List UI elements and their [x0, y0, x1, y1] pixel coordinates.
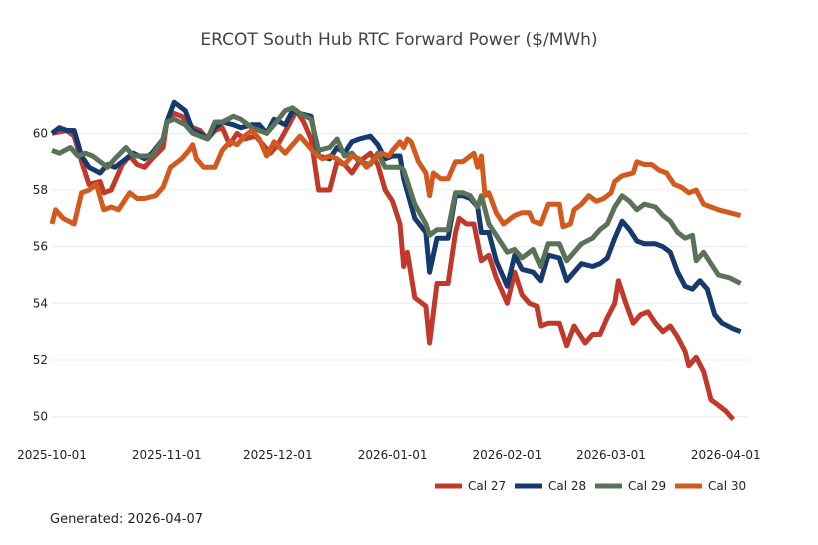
chart-title: ERCOT South Hub RTC Forward Power ($/MWh…	[200, 30, 597, 50]
series-line-cal-27	[51, 108, 736, 422]
x-tick-label: 2025-10-01	[17, 448, 87, 462]
y-axis-ticks: 50 52 54 56 58 60	[33, 126, 48, 423]
series-line-cal-29	[51, 105, 742, 286]
legend-label: Cal 29	[628, 479, 666, 493]
x-tick-label: 2026-04-01	[691, 448, 761, 462]
generated-footer: Generated: 2026-04-07	[50, 512, 204, 527]
y-tick-label: 50	[33, 410, 48, 424]
y-tick-label: 54	[33, 296, 48, 310]
legend-label: Cal 30	[708, 479, 746, 493]
series-line-cal-30	[49, 128, 742, 230]
gridlines	[52, 132, 748, 418]
legend-label: Cal 27	[468, 479, 506, 493]
x-axis-ticks: 2025-10-01 2025-11-01 2025-12-01 2026-01-01…	[17, 448, 761, 462]
x-tick-label: 2026-03-01	[576, 448, 646, 462]
x-tick-label: 2026-01-01	[358, 448, 428, 462]
y-tick-label: 58	[33, 183, 48, 197]
x-tick-label: 2025-12-01	[243, 448, 313, 462]
series-lines	[49, 99, 742, 422]
legend: Cal 27 Cal 28 Cal 29 Cal 30	[435, 479, 746, 493]
y-tick-label: 60	[33, 126, 48, 140]
legend-label: Cal 28	[548, 479, 586, 493]
x-tick-label: 2026-02-01	[472, 448, 542, 462]
y-tick-label: 56	[33, 240, 48, 254]
y-tick-label: 52	[33, 353, 48, 367]
x-tick-label: 2025-11-01	[132, 448, 202, 462]
